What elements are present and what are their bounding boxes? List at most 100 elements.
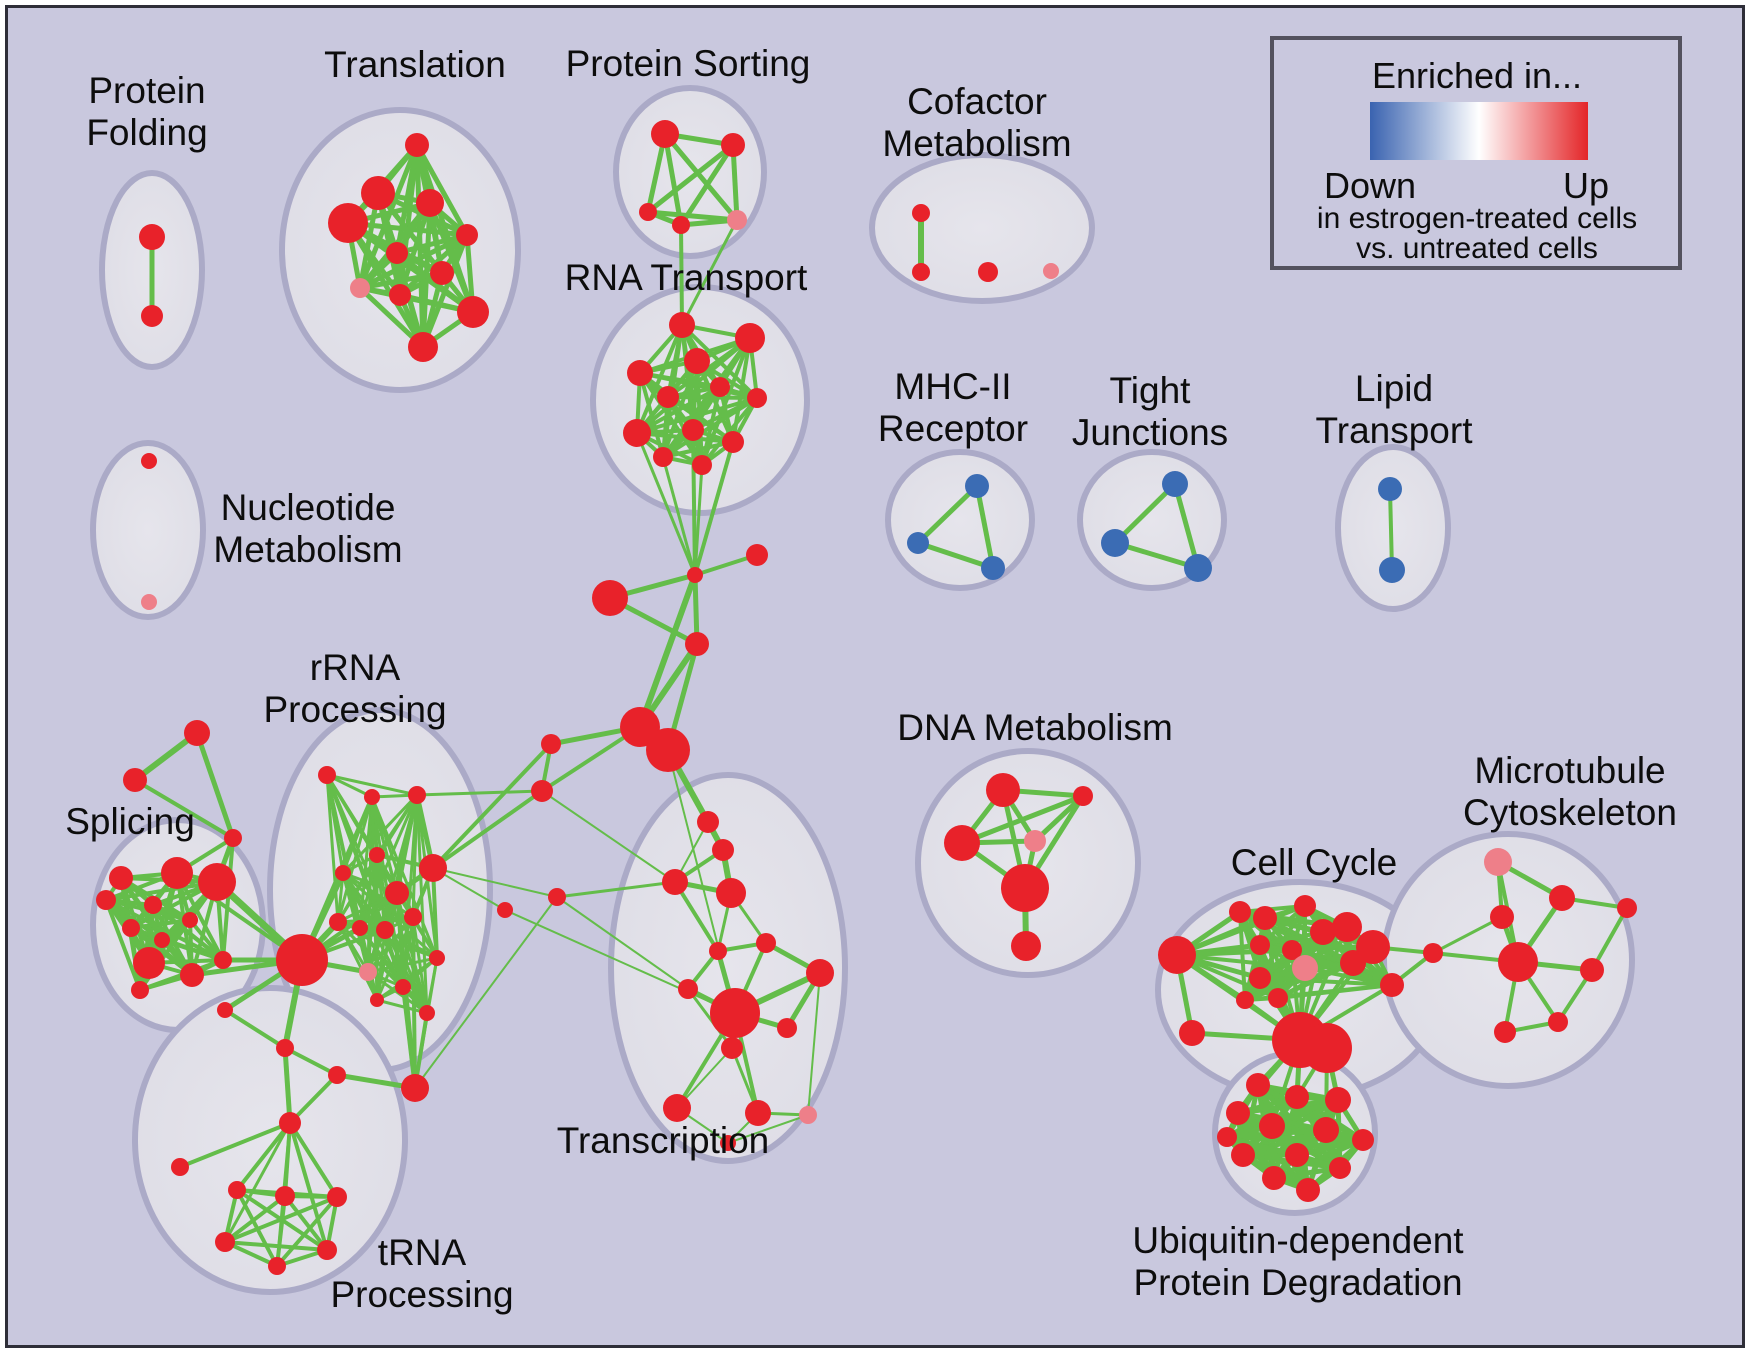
gene-set-node[interactable]	[1379, 557, 1405, 583]
gene-set-node[interactable]	[1313, 1117, 1339, 1143]
gene-set-node[interactable]	[405, 133, 429, 157]
gene-set-node[interactable]	[276, 1039, 294, 1057]
gene-set-node[interactable]	[214, 951, 232, 969]
gene-set-node[interactable]	[1249, 967, 1271, 989]
gene-set-node[interactable]	[1158, 936, 1196, 974]
gene-set-node[interactable]	[1549, 885, 1575, 911]
gene-set-node[interactable]	[404, 908, 422, 926]
gene-set-node[interactable]	[657, 386, 679, 408]
gene-set-node[interactable]	[627, 360, 653, 386]
gene-set-node[interactable]	[1378, 477, 1402, 501]
gene-set-node[interactable]	[123, 768, 147, 792]
gene-set-node[interactable]	[198, 863, 236, 901]
gene-set-node[interactable]	[401, 1074, 429, 1102]
gene-set-node[interactable]	[215, 1232, 235, 1252]
gene-set-node[interactable]	[721, 133, 745, 157]
gene-set-node[interactable]	[370, 993, 384, 1007]
gene-set-node[interactable]	[710, 377, 730, 397]
gene-set-node[interactable]	[268, 1257, 286, 1275]
gene-set-node[interactable]	[799, 1106, 817, 1124]
gene-set-node[interactable]	[386, 242, 408, 264]
gene-set-node[interactable]	[1498, 942, 1538, 982]
gene-set-node[interactable]	[1329, 1157, 1351, 1179]
gene-set-node[interactable]	[685, 632, 709, 656]
gene-set-node[interactable]	[639, 203, 657, 221]
gene-set-node[interactable]	[335, 865, 351, 881]
gene-set-node[interactable]	[141, 594, 157, 610]
gene-set-node[interactable]	[965, 474, 989, 498]
gene-set-node[interactable]	[109, 866, 133, 890]
gene-set-node[interactable]	[716, 878, 746, 908]
gene-set-node[interactable]	[682, 419, 704, 441]
gene-set-node[interactable]	[1231, 1143, 1255, 1167]
gene-set-node[interactable]	[651, 120, 679, 148]
gene-set-node[interactable]	[389, 284, 411, 306]
gene-set-node[interactable]	[276, 934, 328, 986]
gene-set-node[interactable]	[1617, 898, 1637, 918]
gene-set-node[interactable]	[1259, 1113, 1285, 1139]
gene-set-node[interactable]	[1073, 786, 1093, 806]
gene-set-node[interactable]	[687, 567, 703, 583]
gene-set-node[interactable]	[184, 720, 210, 746]
gene-set-node[interactable]	[352, 920, 368, 936]
gene-set-node[interactable]	[1285, 1085, 1309, 1109]
gene-set-node[interactable]	[1548, 1012, 1568, 1032]
gene-set-node[interactable]	[712, 839, 734, 861]
gene-set-node[interactable]	[385, 881, 409, 905]
gene-set-node[interactable]	[457, 296, 489, 328]
gene-set-node[interactable]	[154, 932, 170, 948]
gene-set-node[interactable]	[1580, 958, 1604, 982]
gene-set-node[interactable]	[419, 1005, 435, 1021]
gene-set-node[interactable]	[1179, 1020, 1205, 1046]
gene-set-node[interactable]	[1229, 901, 1251, 923]
gene-set-node[interactable]	[182, 912, 198, 928]
gene-set-node[interactable]	[429, 950, 445, 966]
gene-set-node[interactable]	[727, 210, 747, 230]
gene-set-node[interactable]	[986, 773, 1020, 807]
gene-set-node[interactable]	[1352, 1129, 1374, 1151]
gene-set-node[interactable]	[745, 1100, 771, 1126]
gene-set-node[interactable]	[1250, 935, 1270, 955]
gene-set-node[interactable]	[279, 1112, 301, 1134]
gene-set-node[interactable]	[944, 825, 980, 861]
gene-set-node[interactable]	[141, 453, 157, 469]
gene-set-node[interactable]	[653, 447, 673, 467]
gene-set-node[interactable]	[1484, 848, 1512, 876]
gene-set-node[interactable]	[122, 919, 140, 937]
gene-set-node[interactable]	[364, 789, 380, 805]
gene-set-node[interactable]	[1285, 1143, 1309, 1167]
gene-set-node[interactable]	[497, 902, 513, 918]
gene-set-node[interactable]	[359, 963, 377, 981]
gene-set-node[interactable]	[1043, 263, 1059, 279]
gene-set-node[interactable]	[623, 419, 651, 447]
gene-set-node[interactable]	[1236, 991, 1254, 1009]
gene-set-node[interactable]	[709, 942, 727, 960]
gene-set-node[interactable]	[1356, 930, 1390, 964]
gene-set-node[interactable]	[678, 979, 698, 999]
gene-set-node[interactable]	[131, 981, 149, 999]
gene-set-node[interactable]	[1423, 943, 1443, 963]
gene-set-node[interactable]	[710, 988, 760, 1038]
gene-set-node[interactable]	[912, 263, 930, 281]
gene-set-node[interactable]	[1310, 919, 1336, 945]
gene-set-node[interactable]	[978, 262, 998, 282]
gene-set-node[interactable]	[318, 766, 336, 784]
gene-set-node[interactable]	[327, 1187, 347, 1207]
gene-set-node[interactable]	[912, 204, 930, 222]
gene-set-node[interactable]	[663, 1094, 691, 1122]
gene-set-node[interactable]	[161, 857, 193, 889]
gene-set-node[interactable]	[720, 1135, 736, 1151]
gene-set-node[interactable]	[416, 189, 444, 217]
gene-set-node[interactable]	[1226, 1101, 1250, 1125]
gene-set-node[interactable]	[531, 780, 553, 802]
gene-set-node[interactable]	[224, 829, 242, 847]
gene-set-node[interactable]	[171, 1158, 189, 1176]
gene-set-node[interactable]	[430, 261, 454, 285]
gene-set-node[interactable]	[350, 278, 370, 298]
gene-set-node[interactable]	[721, 1037, 743, 1059]
gene-set-node[interactable]	[684, 348, 710, 374]
gene-set-node[interactable]	[756, 933, 776, 953]
gene-set-node[interactable]	[722, 431, 744, 453]
gene-set-node[interactable]	[672, 216, 690, 234]
gene-set-node[interactable]	[1340, 950, 1366, 976]
